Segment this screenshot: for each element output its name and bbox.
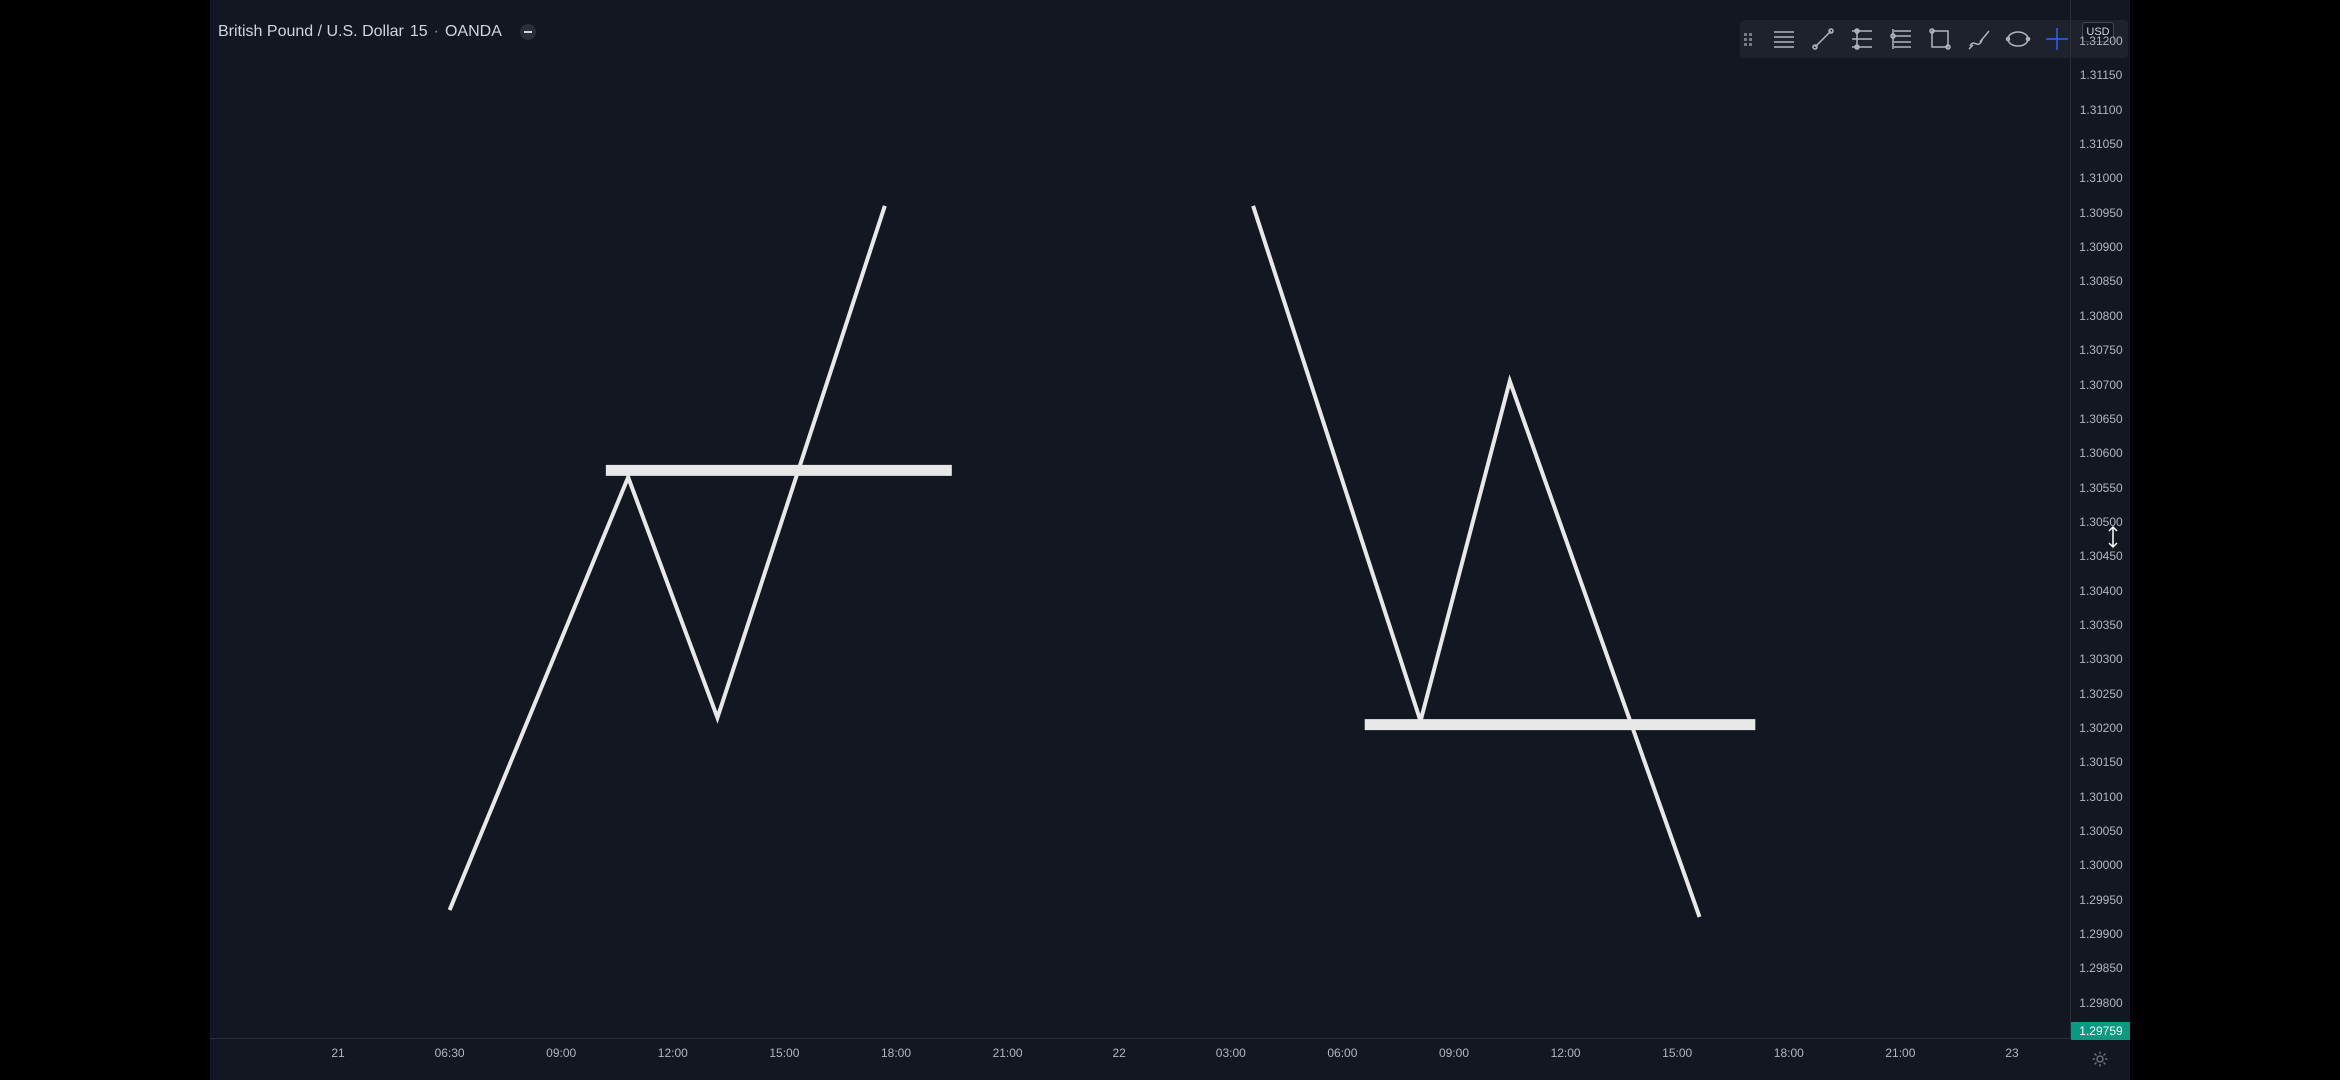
- fib-retracement-icon: [1889, 29, 1911, 49]
- chart-window: British Pound / U.S. Dollar 15 · OANDA: [210, 0, 2130, 1080]
- price-tick-label: 1.30000: [2079, 858, 2123, 873]
- time-tick-label: 23: [2005, 1046, 2019, 1060]
- time-tick-label: 21:00: [992, 1046, 1023, 1060]
- price-tick-label: 1.29850: [2079, 961, 2123, 976]
- ellipse-tool[interactable]: [1998, 22, 2037, 56]
- symbol-exchange: OANDA: [444, 23, 502, 40]
- price-tick-label: 1.30450: [2079, 549, 2123, 564]
- drag-handle-icon[interactable]: [1744, 29, 1754, 49]
- symbol-interval[interactable]: 15: [409, 23, 428, 40]
- time-tick-label: 09:00: [1438, 1046, 1470, 1060]
- price-tick-label: 1.30800: [2079, 308, 2123, 323]
- currency-label: USD: [2086, 26, 2110, 38]
- price-tick-label: 1.30100: [2079, 789, 2123, 804]
- time-tick-label: 03:00: [1215, 1046, 1246, 1060]
- price-tick-label: 1.31000: [2079, 171, 2123, 186]
- price-tick-label: 1.31100: [2079, 102, 2123, 117]
- price-tick-label: 1.31050: [2079, 137, 2123, 152]
- trend-line-icon: [1811, 28, 1834, 50]
- time-tick-label: 15:00: [1662, 1046, 1693, 1060]
- time-tick-label: 18:00: [880, 1046, 912, 1060]
- price-tick-label: 1.30500: [2079, 514, 2123, 529]
- time-tick-label: 09:00: [546, 1046, 577, 1060]
- price-tick-label: 1.31200: [2079, 34, 2123, 48]
- price-tick-label: 1.30850: [2079, 274, 2123, 289]
- zigzag-drawing-line[interactable]: [1251, 205, 1702, 918]
- price-tick-label: 1.30150: [2079, 755, 2123, 770]
- price-tick-label: 1.30750: [2079, 343, 2123, 358]
- price-tick-label: 1.29950: [2079, 892, 2123, 907]
- brush-icon: [1967, 30, 1990, 50]
- fib-retracement-tool[interactable]: [1881, 22, 1920, 56]
- symbol-separator: ·: [433, 23, 439, 40]
- zigzag-drawing-line[interactable]: [447, 205, 887, 911]
- pitchfork-tool[interactable]: [1842, 22, 1881, 56]
- horizontal-lines-icon: [1773, 31, 1794, 48]
- chart-settings-button[interactable]: [2070, 1038, 2130, 1080]
- minus-icon: [523, 31, 532, 33]
- price-tick-label: 1.30200: [2079, 721, 2123, 735]
- gear-icon: [2092, 1051, 2108, 1067]
- symbol-name[interactable]: British Pound / U.S. Dollar: [218, 23, 404, 40]
- price-axis[interactable]: 1.29759 1.31200 1.31150 1.31100 1.31050 1.31…: [2070, 0, 2130, 1040]
- rectangle-tool[interactable]: [1920, 22, 1959, 56]
- drawing-toolbar: [1740, 20, 2128, 58]
- price-tick-label: 1.30050: [2079, 824, 2123, 839]
- price-tick-label: 1.29800: [2079, 995, 2123, 1010]
- price-tick-label: 1.30300: [2079, 652, 2123, 667]
- brush-tool[interactable]: [1959, 22, 1998, 56]
- price-tick-label: 1.29900: [2079, 927, 2123, 942]
- price-tick-label: 1.30900: [2079, 240, 2123, 255]
- current-price-label: 1.29759: [2071, 1021, 2130, 1040]
- price-tick-label: 1.30250: [2079, 686, 2123, 701]
- resize-cursor-icon: [2108, 525, 2118, 549]
- time-tick-label: 21: [331, 1046, 345, 1060]
- price-tick-label: 1.30400: [2079, 583, 2123, 598]
- price-tick-label: 1.30600: [2079, 446, 2123, 461]
- crosshair-icon: [2045, 28, 2068, 50]
- price-tick-label: 1.30350: [2079, 617, 2123, 632]
- price-tick-label: 1.30950: [2079, 205, 2123, 220]
- price-tick-label: 1.31150: [2079, 68, 2123, 83]
- time-tick-label: 12:00: [1550, 1046, 1581, 1060]
- currency-selector[interactable]: USD: [2082, 22, 2114, 42]
- time-tick-label: 15:00: [769, 1046, 800, 1060]
- time-tick-label: 06:00: [1327, 1046, 1358, 1060]
- time-axis[interactable]: 21 06:30 09:00 12:00 15:00 18:00 21:00 22 03:00 0…: [210, 1038, 2070, 1080]
- time-tick-label: 18:00: [1773, 1046, 1804, 1060]
- trend-line-tool[interactable]: [1803, 22, 1842, 56]
- chart-canvas[interactable]: [210, 0, 2070, 1038]
- price-tick-label: 1.30550: [2079, 480, 2123, 495]
- time-tick-label: 12:00: [657, 1046, 688, 1060]
- time-tick-label: 21:00: [1885, 1046, 1916, 1060]
- collapse-legend-button[interactable]: [519, 24, 536, 40]
- ellipse-icon: [2005, 31, 2030, 47]
- horizontal-lines-tool[interactable]: [1764, 22, 1803, 56]
- time-tick-label: 22: [1112, 1046, 1126, 1060]
- pitchfork-icon: [1851, 28, 1872, 50]
- price-tick-label: 1.30650: [2079, 411, 2123, 426]
- time-tick-label: 06:30: [434, 1046, 465, 1060]
- symbol-header: British Pound / U.S. Dollar 15 · OANDA: [218, 20, 536, 44]
- crosshair-tool[interactable]: [2037, 22, 2076, 56]
- price-tick-label: 1.30700: [2079, 377, 2123, 392]
- rectangle-icon: [1928, 28, 1951, 50]
